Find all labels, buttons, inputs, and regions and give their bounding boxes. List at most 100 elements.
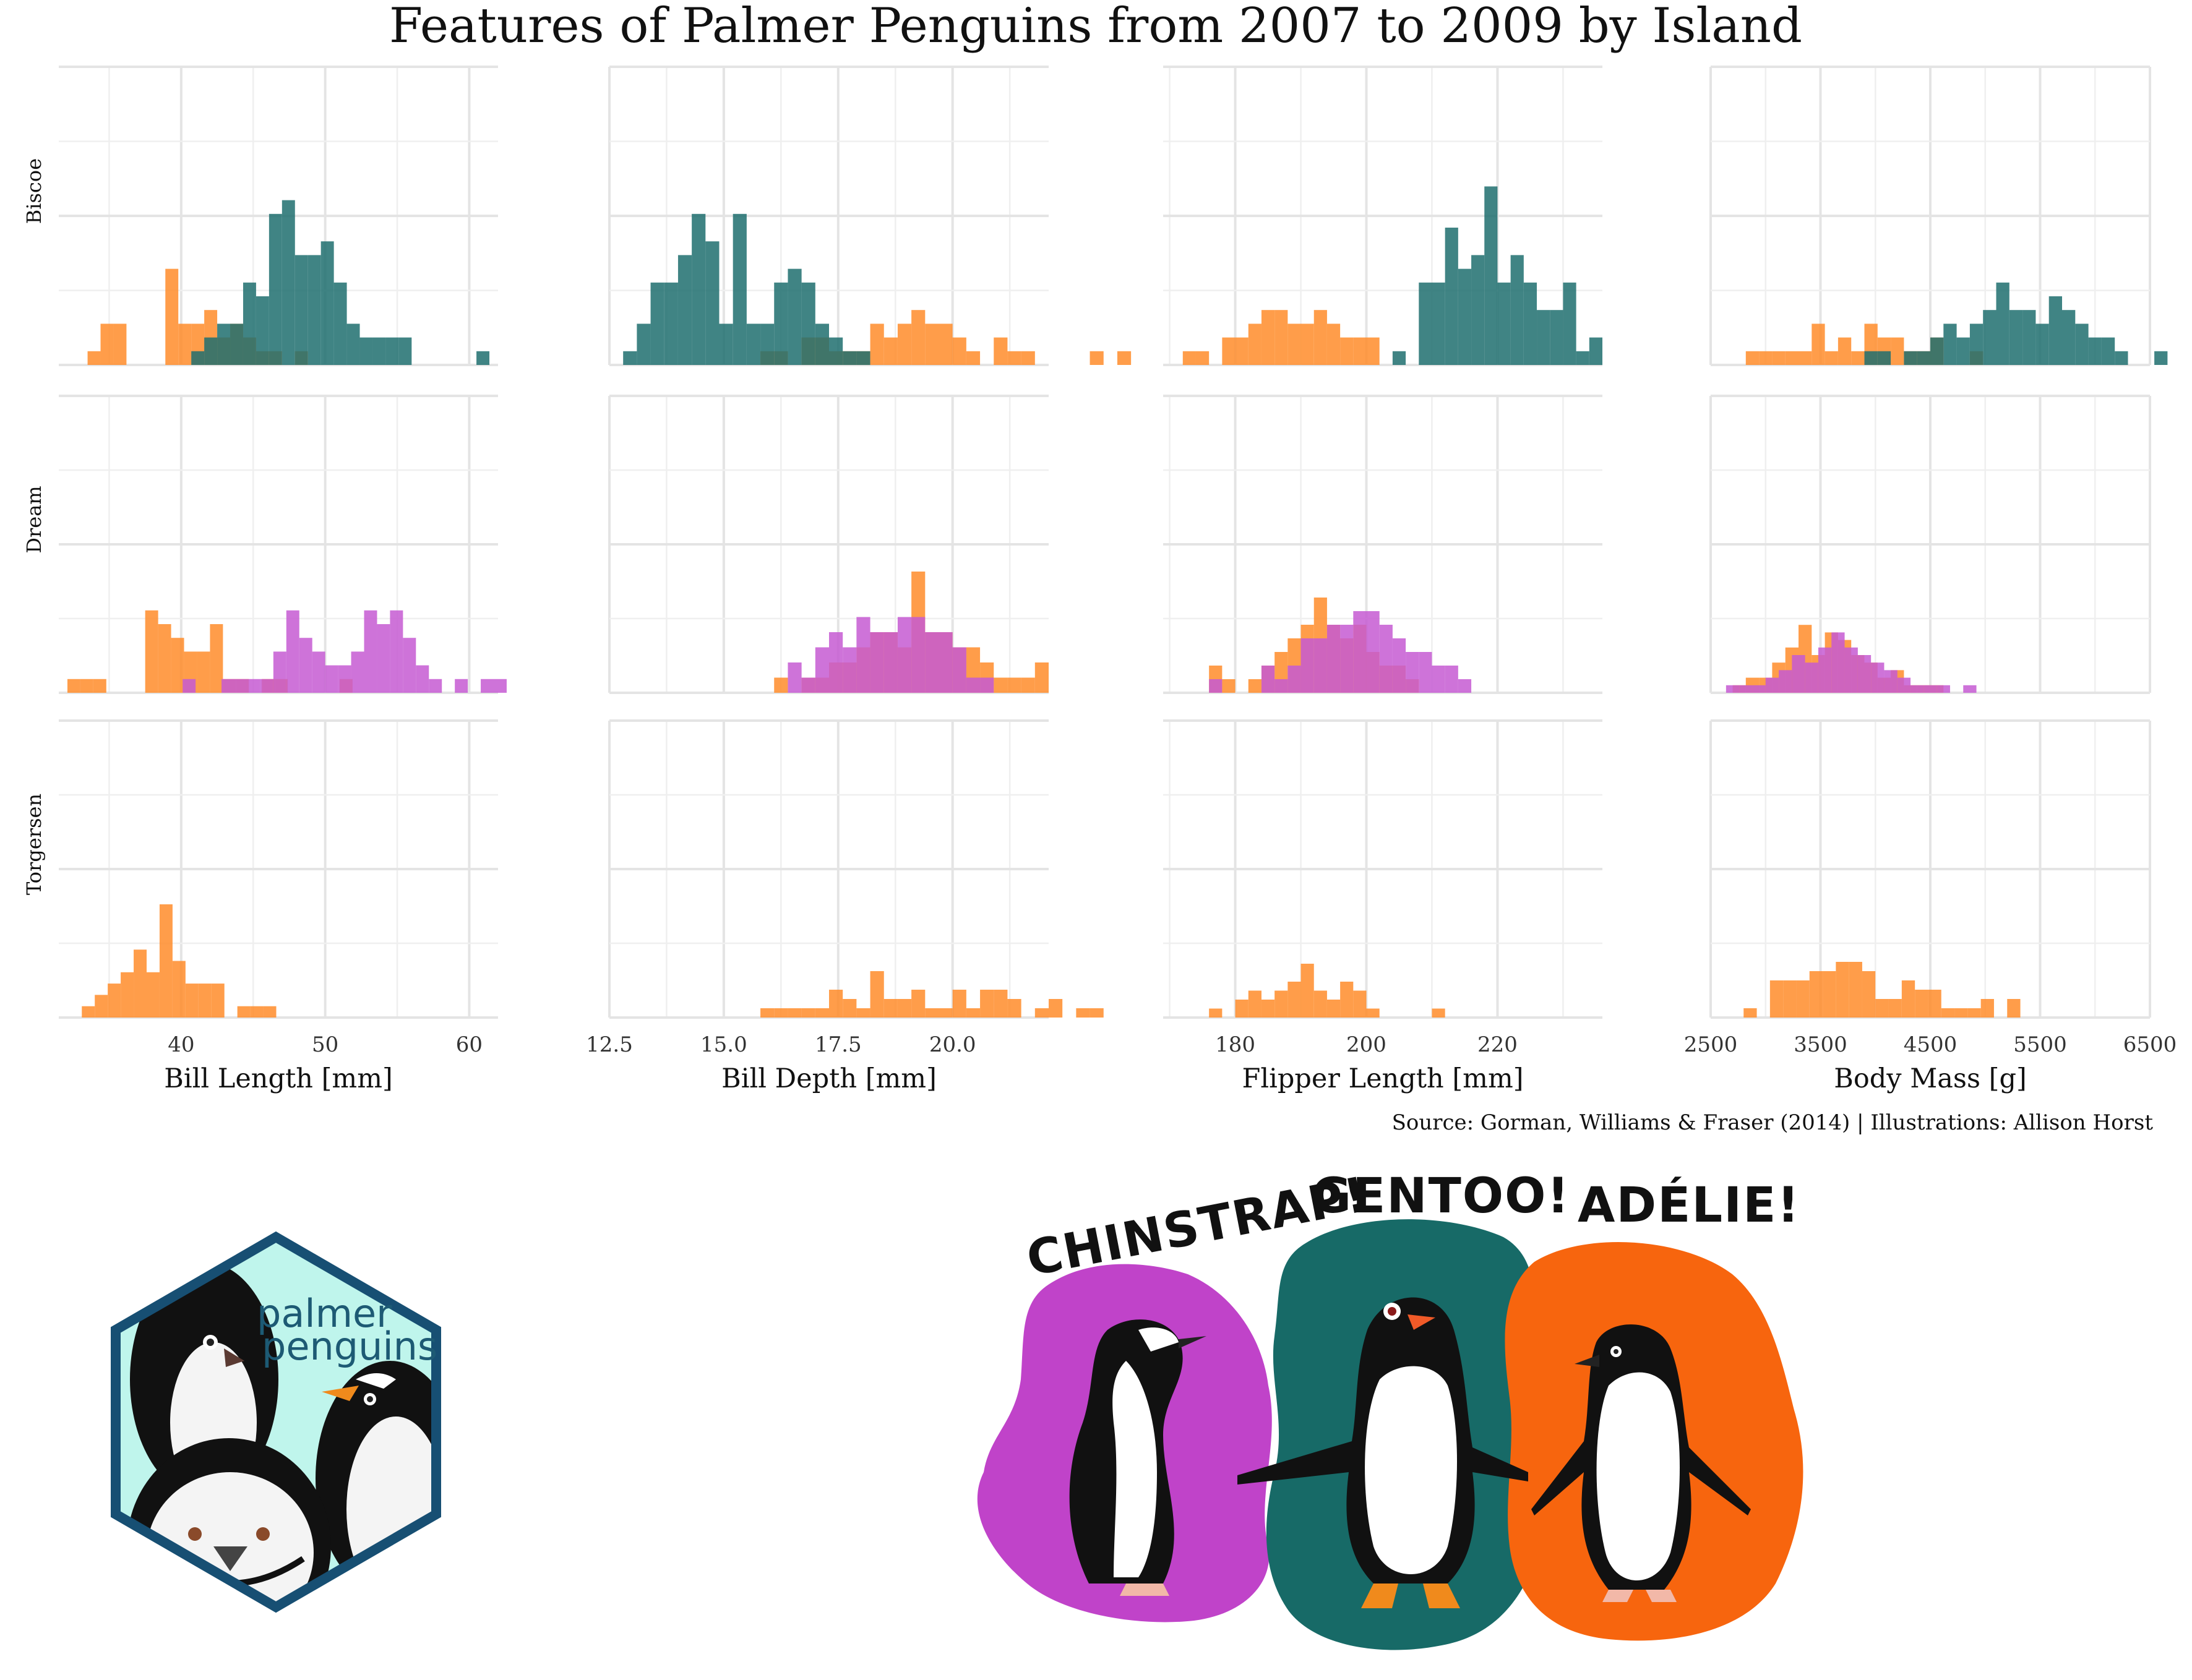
x-tick-label: 15.0 <box>700 1032 747 1057</box>
bar-gentoo-biscoe <box>1537 310 1550 365</box>
x-tick-label: 40 <box>168 1032 194 1057</box>
bar-chinstrap-dream <box>897 617 912 693</box>
bar-chinstrap-dream <box>1936 685 1950 693</box>
bar-chinstrap-dream <box>1326 625 1341 693</box>
bar-gentoo-biscoe <box>2088 337 2102 365</box>
x-tick-label: 20.0 <box>929 1032 976 1057</box>
bar-adelie-torgersen <box>1743 1008 1757 1018</box>
bar-chinstrap-dream <box>338 665 351 693</box>
bar-adelie-torgersen <box>1300 964 1314 1018</box>
bar-adelie-torgersen <box>856 1008 870 1018</box>
x-axis-title: Body Mass [g] <box>1834 1063 2027 1094</box>
gentoo-penguin <box>1237 1297 1528 1608</box>
bar-gentoo-biscoe <box>2035 324 2049 365</box>
bar-adelie-torgersen <box>1769 980 1784 1018</box>
bar-gentoo-biscoe <box>191 351 205 365</box>
bar-gentoo-biscoe <box>320 241 334 365</box>
x-tick-label: 17.5 <box>815 1032 862 1057</box>
bar-gentoo-biscoe <box>217 324 231 365</box>
bar-gentoo-biscoe <box>1983 310 1996 365</box>
bar-adelie-torgersen <box>147 972 160 1018</box>
bar-gentoo-biscoe <box>307 255 321 365</box>
bar-adelie-dream <box>171 638 184 693</box>
bar-adelie-biscoe <box>911 310 926 365</box>
bar-chinstrap-dream <box>1818 647 1832 693</box>
bar-adelie-torgersen <box>911 990 926 1018</box>
bar-adelie-torgersen <box>939 1008 953 1018</box>
bar-gentoo-biscoe <box>2062 310 2076 365</box>
bar-chinstrap-dream <box>870 632 884 693</box>
bar-adelie-torgersen <box>966 1008 981 1018</box>
bar-adelie-torgersen <box>980 990 994 1018</box>
bar-adelie-torgersen <box>82 1006 95 1018</box>
bar-adelie-dream <box>1222 679 1236 693</box>
bar-chinstrap-dream <box>325 665 338 693</box>
bar-adelie-dream <box>197 651 210 693</box>
bar-chinstrap-dream <box>925 632 939 693</box>
bar-chinstrap-dream <box>952 647 966 693</box>
bar-adelie-torgersen <box>237 1006 251 1018</box>
bar-adelie-biscoe <box>1785 351 1799 365</box>
bar-adelie-torgersen <box>1340 982 1354 1018</box>
bar-adelie-dream <box>158 624 171 693</box>
bar-gentoo-biscoe <box>269 213 282 365</box>
bar-chinstrap-dream <box>1739 685 1753 693</box>
bar-adelie-torgersen <box>843 999 857 1018</box>
bar-chinstrap-dream <box>416 665 429 693</box>
bar-chinstrap-dream <box>1353 611 1367 693</box>
x-tick-label: 180 <box>1215 1032 1255 1057</box>
bar-adelie-torgersen <box>897 999 912 1018</box>
bar-gentoo-biscoe <box>282 200 295 365</box>
x-tick-label: 220 <box>1477 1032 1518 1057</box>
bar-adelie-torgersen <box>108 984 121 1018</box>
bar-gentoo-biscoe <box>1471 255 1485 365</box>
bar-adelie-biscoe <box>1117 351 1132 365</box>
bar-gentoo-biscoe <box>1996 282 2009 365</box>
bar-chinstrap-dream <box>1857 655 1872 693</box>
bar-gentoo-biscoe <box>1943 324 1957 365</box>
bar-adelie-torgersen <box>1783 980 1797 1018</box>
bar-gentoo-biscoe <box>476 351 490 365</box>
bar-gentoo-biscoe <box>1523 282 1537 365</box>
label-gentoo: GENTOO! <box>1312 1168 1570 1224</box>
bar-adelie-biscoe <box>994 337 1008 365</box>
bar-adelie-biscoe <box>1021 351 1035 365</box>
bar-adelie-biscoe <box>897 324 912 365</box>
bar-adelie-torgersen <box>1353 990 1367 1018</box>
bar-adelie-dream <box>774 677 788 693</box>
bar-adelie-torgersen <box>1366 1008 1380 1018</box>
bar-adelie-dream <box>145 610 158 693</box>
bar-gentoo-biscoe <box>1969 324 1984 365</box>
bar-chinstrap-dream <box>1923 685 1937 693</box>
bar-gentoo-biscoe <box>204 337 218 365</box>
bar-adelie-dream <box>1034 662 1049 693</box>
bar-chinstrap-dream <box>1792 655 1805 693</box>
bar-gentoo-biscoe <box>294 255 308 365</box>
bar-gentoo-biscoe <box>1497 282 1511 365</box>
bar-gentoo-biscoe <box>1510 255 1524 365</box>
bar-chinstrap-dream <box>1752 685 1766 693</box>
bar-chinstrap-dream <box>1897 677 1911 693</box>
bar-adelie-torgersen <box>801 1008 815 1018</box>
bar-chinstrap-dream <box>286 610 299 693</box>
logo-penguin-front <box>127 1438 331 1607</box>
bar-gentoo-biscoe <box>333 282 347 365</box>
bar-adelie-biscoe <box>1195 351 1210 365</box>
bar-chinstrap-dream <box>403 638 416 693</box>
bar-chinstrap-dream <box>1831 632 1845 693</box>
bar-gentoo-biscoe <box>398 337 412 365</box>
bar-adelie-torgersen <box>1007 999 1021 1018</box>
bar-chinstrap-dream <box>1406 652 1419 693</box>
bar-adelie-torgersen <box>788 1008 802 1018</box>
bar-chinstrap-dream <box>1963 685 1977 693</box>
bar-adelie-torgersen <box>815 1008 829 1018</box>
bar-adelie-torgersen <box>95 995 108 1018</box>
island-strip-label: Torgersen <box>22 794 46 895</box>
label-adelie: ADÉLIE! <box>1578 1176 1800 1233</box>
bar-chinstrap-dream <box>815 647 829 693</box>
bar-adelie-torgersen <box>121 972 134 1018</box>
bar-chinstrap-dream <box>234 679 247 693</box>
island-strip-labels: Biscoe Dream Torgersen <box>22 158 46 895</box>
chinstrap-penguin <box>1069 1319 1206 1596</box>
bar-chinstrap-dream <box>429 679 442 693</box>
